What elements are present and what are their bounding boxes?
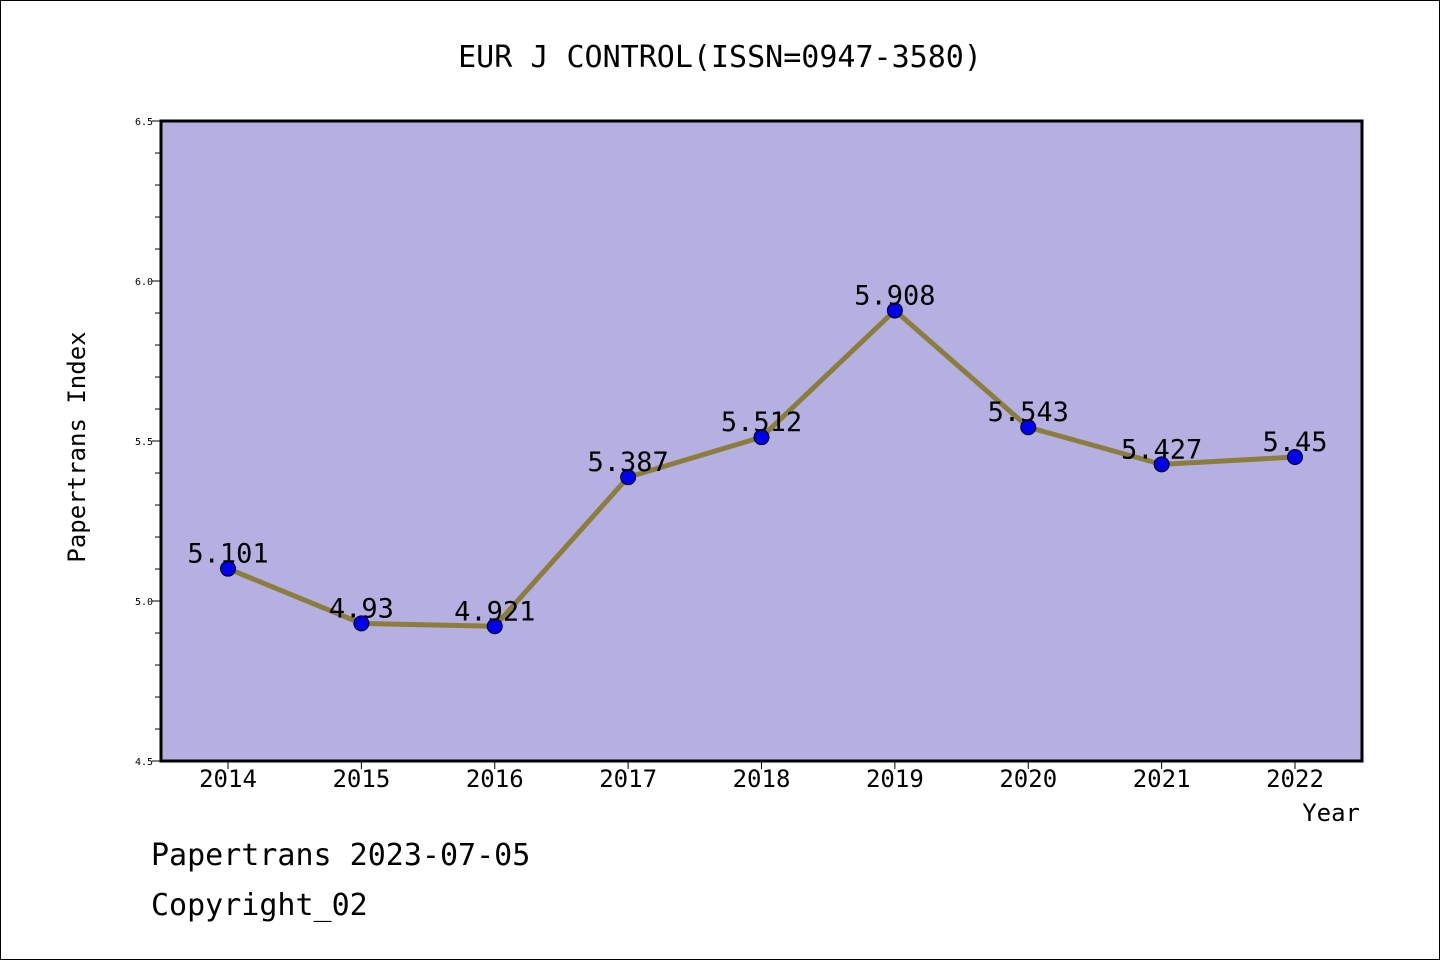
data-point-marker: [1020, 419, 1037, 436]
x-tick-label: 2016: [466, 765, 524, 793]
footer-date: Papertrans 2023-07-05: [151, 838, 530, 873]
x-tick-label: 2022: [1266, 765, 1324, 793]
x-tick-label: 2020: [999, 765, 1057, 793]
y-tick-label: 4.5: [135, 757, 153, 768]
y-tick-label: 6.0: [135, 277, 153, 288]
data-series: 5.101 4.93 4.921 5.387 5.512 5.908 5.543 5.427 5…: [187, 280, 1328, 635]
data-label: 5.101: [187, 539, 268, 570]
data-point-marker: [1153, 456, 1170, 473]
data-point-marker: [353, 615, 370, 632]
data-label: 5.543: [988, 397, 1069, 428]
y-tick-label: 5.0: [135, 597, 153, 608]
data-label: 5.908: [854, 280, 935, 311]
data-label: 5.45: [1262, 427, 1327, 458]
data-point-marker: [620, 469, 637, 486]
data-point-marker: [220, 560, 236, 577]
data-label: 5.387: [587, 447, 668, 478]
data-point-marker: [486, 618, 503, 635]
y-tick-label: 6.5: [135, 117, 153, 128]
data-label: 5.512: [721, 407, 802, 438]
x-tick-label: 2021: [1133, 765, 1191, 793]
x-tick-label: 2018: [733, 765, 791, 793]
x-tick-label: 2014: [199, 765, 257, 793]
y-axis-label: Papertrans Index: [63, 331, 91, 562]
data-point-marker: [1287, 449, 1303, 465]
chart-title: EUR J CONTROL(ISSN=0947-3580): [458, 40, 982, 75]
y-axis: 4.5 5.0 5.5 6.0 6.5: [135, 117, 161, 768]
footer-copyright: Copyright_02: [151, 888, 368, 923]
x-axis: 2014 2015 2016 2017 2018 2019 2020 2021 2022: [199, 761, 1324, 793]
x-tick-label: 2019: [866, 765, 924, 793]
data-point-marker: [886, 302, 903, 319]
x-tick-label: 2017: [599, 765, 657, 793]
data-label: 4.921: [454, 596, 535, 627]
data-label: 4.93: [329, 593, 394, 624]
data-label: 5.427: [1121, 434, 1202, 465]
x-axis-label: Year: [1302, 799, 1360, 827]
x-tick-label: 2015: [332, 765, 390, 793]
y-tick-label: 5.5: [135, 437, 153, 448]
data-point-marker: [753, 429, 770, 446]
